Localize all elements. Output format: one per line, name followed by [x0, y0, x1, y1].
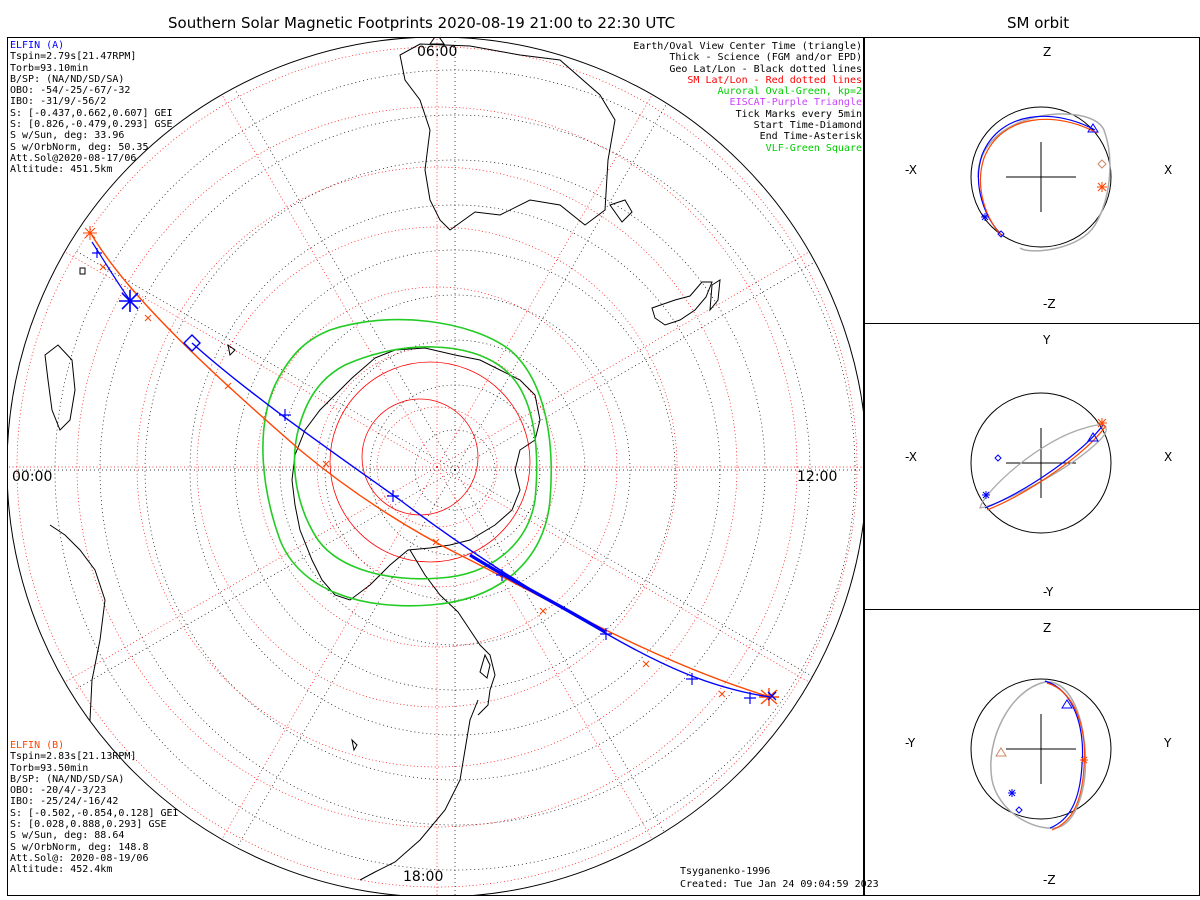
map-panel: [7, 37, 864, 896]
geo-grid: [15, 38, 863, 895]
orbit-title: SM orbit: [1007, 14, 1070, 32]
elfin-b-line: S: [0.028,0.888,0.293] GSE: [10, 819, 167, 831]
legend-entry: Auroral Oval-Green, kp=2: [717, 86, 863, 98]
created-label: Created: Tue Jan 24 09:04:59 2023: [680, 879, 879, 890]
legend-entry: Start Time-Diamond: [753, 120, 862, 132]
elfin-b-line: B/SP: (NA/ND/SD/SA): [10, 773, 125, 785]
orbit1-left-label: -X: [905, 163, 917, 177]
elfin-a-track: [91, 241, 777, 704]
mlt-label-bottom: 18:00: [403, 869, 444, 885]
legend-entry: Thick - Science (FGM and/or EPD): [669, 52, 862, 64]
legend-entry: Geo Lat/Lon - Black dotted lines: [669, 63, 862, 75]
elfin-a-line: S w/Sun, deg: 33.96: [10, 130, 125, 142]
elfin-a-line: IBO: -31/9/-56/2: [10, 96, 107, 108]
view-center-triangle: [429, 38, 445, 45]
orbit1-right-label: X: [1164, 163, 1173, 177]
legend-entry: Tick Marks every 5min: [735, 108, 862, 120]
orbit1-bottom-label: -Z: [1043, 297, 1056, 311]
elfin-b-line: Att.Sol@: 2020-08-19/06: [10, 852, 149, 864]
orbit2-top-label: Y: [1043, 333, 1051, 347]
plot-title: Southern Solar Magnetic Footprints 2020-…: [168, 14, 676, 32]
orbit2-left-label: -X: [905, 450, 917, 464]
orbit3-top-label: Z: [1043, 621, 1052, 635]
elfin-b-name: ELFIN (B): [10, 740, 65, 751]
auroral-oval: [262, 318, 553, 607]
elfin-a-line: S w/OrbNorm, deg: 50.35: [10, 141, 149, 153]
sm-grid: [8, 38, 863, 895]
orbit-plot-yz: [970, 678, 1112, 831]
elfin-b-line: IBO: -25/24/-16/42: [10, 796, 119, 808]
orbit-plot-xy: [970, 392, 1112, 534]
elfin-a-line: OBO: -54/-25/-67/-32: [10, 85, 131, 97]
legend-entry: VLF-Green Square: [765, 142, 862, 154]
elfin-a-line: S: [0.826,-0.479,0.293] GSE: [10, 119, 173, 131]
legend-entry: Earth/Oval View Center Time (triangle): [633, 41, 862, 52]
orbit2-bottom-label: -Y: [1043, 585, 1054, 599]
elfin-b-line: Altitude: 452.4km: [10, 864, 113, 876]
mlt-label-right: 12:00: [797, 469, 838, 485]
elfin-b-line: S w/Sun, deg: 88.64: [10, 830, 125, 842]
elfin-a-line: Altitude: 451.5km: [10, 164, 113, 176]
orbit3-right-label: Y: [1164, 736, 1172, 750]
elfin-a-line: B/SP: (NA/ND/SD/SA): [10, 73, 125, 85]
legend-entry: SM Lat/Lon - Red dotted lines: [687, 74, 862, 86]
orbit3-bottom-label: -Z: [1043, 873, 1056, 887]
orbit1-top-label: Z: [1043, 45, 1052, 59]
elfin-b-line: S w/OrbNorm, deg: 148.8: [10, 841, 149, 853]
elfin-b-info: ELFIN (B) Tspin=2.83s[21.13RPM] Torb=93.…: [10, 740, 179, 876]
elfin-b-line: Tspin=2.83s[21.13RPM]: [10, 751, 137, 763]
elfin-a-line: Torb=93.10min: [10, 62, 89, 74]
elfin-a-name: ELFIN (A): [10, 40, 65, 51]
orbit-plot-xz: [970, 106, 1112, 252]
legend-entry: EISCAT-Purple Triangle: [729, 97, 862, 109]
model-label: Tsyganenko-1996: [680, 866, 771, 877]
elfin-b-track: [83, 226, 779, 706]
elfin-b-line: S: [-0.502,-0.854,0.128] GEI: [10, 807, 179, 819]
orbit3-left-label: -Y: [905, 736, 916, 750]
elfin-a-info: ELFIN (A) Tspin=2.79s[21.47RPM] Torb=93.…: [10, 40, 173, 176]
orbit2-right-label: X: [1164, 450, 1173, 464]
elfin-b-line: OBO: -20/4/-3/23: [10, 785, 107, 797]
elfin-b-line: Torb=93.50min: [10, 762, 89, 774]
legend: Earth/Oval View Center Time (triangle) T…: [633, 41, 862, 154]
legend-entry: End Time-Asterisk: [759, 131, 862, 143]
elfin-a-line: Att.Sol@2020-08-17/06: [10, 152, 137, 164]
mlt-label-top: 06:00: [417, 44, 458, 60]
elfin-a-line: S: [-0.437,0.662,0.607] GEI: [10, 107, 173, 119]
elfin-a-line: Tspin=2.79s[21.47RPM]: [10, 51, 137, 63]
mlt-label-left: 00:00: [12, 469, 53, 485]
